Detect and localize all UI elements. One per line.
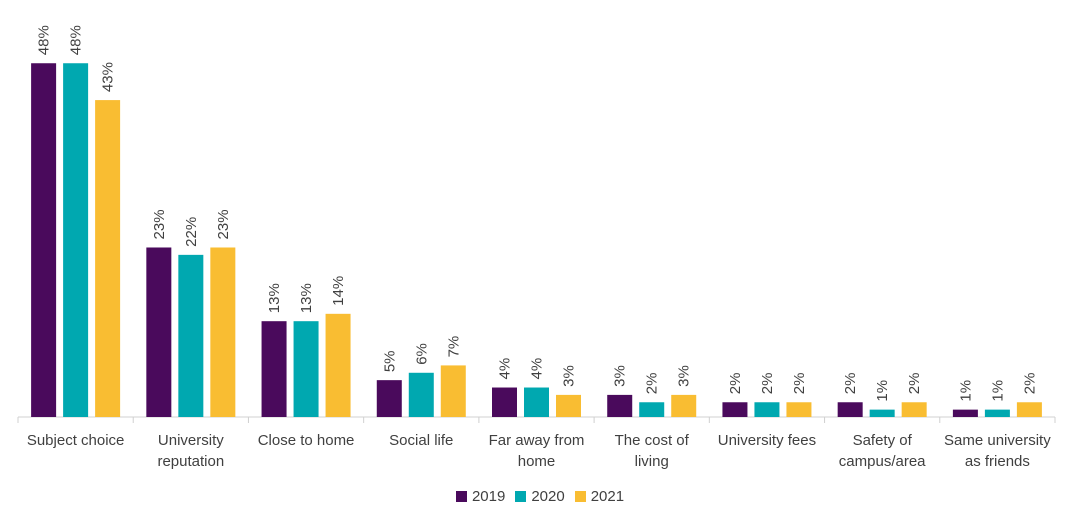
legend-item: 2020 (515, 488, 565, 505)
bar-2019 (607, 394, 633, 417)
data-label: 2% (842, 373, 859, 395)
bar-2021 (1016, 402, 1042, 417)
data-label: 6% (413, 343, 430, 365)
bar-2019 (837, 402, 863, 417)
bar-2021 (95, 100, 121, 417)
legend-label: 2019 (471, 488, 506, 505)
bar-2020 (178, 254, 204, 417)
data-label: 22% (183, 217, 200, 247)
category-label: as friends (965, 453, 1030, 470)
category-label: living (635, 453, 669, 470)
category-label: Subject choice (27, 432, 125, 449)
data-label: 2% (727, 373, 744, 395)
data-label: 4% (497, 358, 514, 380)
category-label: Safety of (853, 432, 913, 449)
bar-2020 (984, 409, 1010, 417)
bar-2019 (376, 380, 402, 417)
data-label: 23% (215, 209, 232, 239)
data-label: 1% (989, 380, 1006, 402)
data-label: 2% (906, 373, 923, 395)
bar-2021 (325, 313, 351, 417)
data-label: 3% (561, 365, 578, 387)
data-label: 2% (1021, 373, 1038, 395)
category-label: University fees (718, 432, 816, 449)
bar-2021 (556, 394, 581, 417)
category-label: Social life (389, 432, 453, 449)
data-label: 5% (381, 350, 398, 372)
bar-2020 (63, 63, 89, 418)
bar-2021 (901, 402, 927, 417)
bar-2019 (952, 409, 978, 417)
bar-2020 (754, 402, 780, 417)
bar-2019 (261, 321, 287, 417)
data-label: 43% (100, 62, 117, 92)
data-label: 2% (644, 373, 661, 395)
bar-2020 (639, 402, 665, 417)
category-label: Close to home (258, 432, 355, 449)
legend-item: 2021 (574, 488, 625, 505)
bar-2021 (671, 394, 697, 417)
data-label: 2% (791, 373, 808, 395)
category-label: home (518, 453, 556, 470)
category-label: The cost of (615, 432, 690, 449)
legend-swatch (455, 491, 467, 502)
legend-label: 2021 (590, 488, 625, 505)
category-label: Same university (944, 432, 1051, 449)
legend-label: 2020 (531, 488, 565, 505)
data-label: 48% (68, 25, 85, 55)
bar-2019 (146, 247, 172, 417)
data-label: 1% (957, 380, 974, 402)
data-label: 4% (529, 358, 546, 380)
category-label: Far away from (489, 432, 585, 449)
data-label: 14% (330, 276, 347, 306)
bar-2020 (869, 409, 895, 417)
bar-2019 (31, 63, 57, 418)
bar-2019 (492, 387, 517, 417)
data-label: 7% (445, 336, 462, 358)
data-label: 3% (612, 365, 629, 387)
category-label: University (158, 432, 224, 449)
data-label: 3% (676, 365, 693, 387)
category-label: campus/area (839, 453, 926, 470)
bar-2021 (210, 247, 236, 417)
data-label: 13% (298, 283, 315, 313)
legend: 2019 2020 2021 (0, 488, 1080, 505)
bar-2020 (408, 372, 434, 417)
bar-2021 (786, 402, 812, 417)
data-label: 1% (874, 380, 891, 402)
bar-2020 (524, 387, 549, 417)
plot-area: 48% 48% 43% Subject choice 23% 22% 23% Universi… (17, 25, 1056, 470)
category-label: reputation (157, 453, 224, 470)
legend-item: 2019 (455, 488, 506, 505)
bar-2021 (440, 365, 466, 417)
data-label: 13% (266, 283, 283, 313)
legend-swatch (574, 491, 586, 502)
bar-2020 (293, 321, 319, 417)
data-label: 23% (151, 209, 168, 239)
bar-2019 (722, 402, 748, 417)
data-label: 48% (36, 25, 53, 55)
legend-swatch (515, 491, 527, 502)
data-label: 2% (759, 373, 776, 395)
